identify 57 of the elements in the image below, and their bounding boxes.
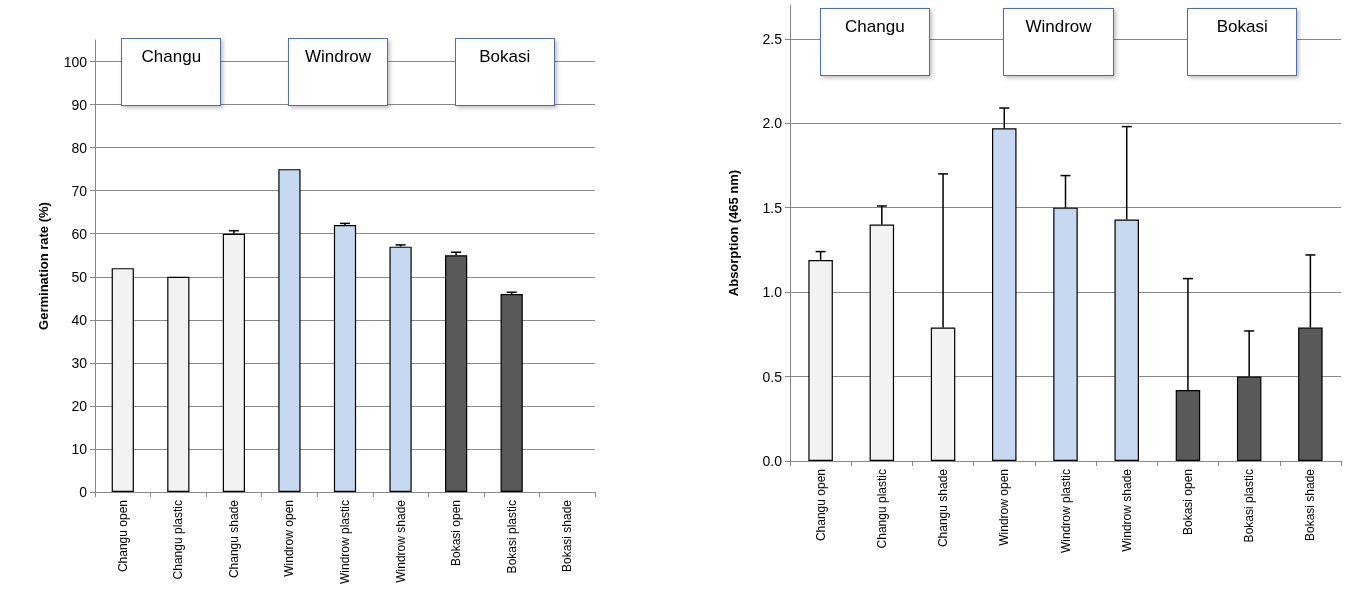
- x-tick-label: Windrow open: [282, 500, 297, 577]
- y-tick-label: 100: [63, 53, 88, 70]
- x-tick-label: Windrow plastic: [338, 500, 352, 585]
- y-axis-title: Absorption (465 nm): [726, 169, 741, 297]
- y-tick-label: 90: [71, 96, 88, 113]
- bar: [500, 293, 523, 492]
- x-tick-label: Windrow open: [997, 469, 1012, 546]
- x-tick-label: Bokasi open: [449, 500, 464, 567]
- bar: [167, 276, 190, 492]
- bar: [445, 255, 468, 492]
- text-box: Bokasi: [1187, 8, 1298, 76]
- y-tick-label: 40: [71, 311, 88, 328]
- annotation: Changu: [845, 17, 905, 36]
- x-tick-label: Windrow shade: [1119, 468, 1134, 552]
- x-tick-label: Changu plastic: [171, 500, 186, 580]
- bar: [222, 233, 245, 492]
- x-tick-label: Changu shade: [226, 499, 241, 579]
- bar: [278, 169, 301, 492]
- y-tick-label: 80: [71, 139, 88, 156]
- x-tick-label: Bokasi plastic: [504, 500, 519, 574]
- x-tick-label: Bokasi shade: [1303, 468, 1318, 542]
- text-box: Windrow: [1003, 8, 1114, 76]
- annotation: Bokasi: [1216, 17, 1268, 36]
- text-box: Bokasi: [454, 38, 555, 106]
- y-tick-label: 0.5: [762, 368, 783, 385]
- y-tick-label: 60: [71, 225, 88, 242]
- y-axis-title: Germination rate (%): [36, 202, 51, 330]
- y-tick-label: 0: [79, 484, 88, 500]
- y-tick-label: 2.0: [762, 115, 783, 132]
- text-box: Windrow: [288, 38, 388, 106]
- bar: [389, 246, 412, 492]
- x-tick-label: Changu shade: [936, 468, 951, 548]
- annotation: Bokasi: [479, 47, 531, 66]
- text-box: Changu: [819, 8, 930, 76]
- x-tick-label: Windrow shade: [393, 499, 408, 583]
- x-tick-label: Changu plastic: [874, 469, 889, 549]
- y-tick-label: 2.5: [762, 30, 783, 47]
- y-tick-label: 0.0: [762, 453, 783, 469]
- annotation: Windrow: [304, 47, 372, 66]
- y-tick-label: 70: [71, 182, 88, 199]
- y-tick-label: 1.5: [762, 199, 783, 216]
- y-tick-label: 10: [71, 440, 88, 457]
- x-tick-label: Changu open: [813, 469, 828, 542]
- bar: [333, 225, 357, 492]
- y-tick-label: 30: [71, 354, 88, 371]
- y-tick-label: 50: [71, 268, 88, 285]
- y-tick-label: 1.0: [762, 284, 783, 301]
- x-tick-label: Changu open: [115, 500, 130, 573]
- bar: [111, 268, 134, 492]
- annotation: Changu: [141, 47, 202, 66]
- x-tick-label: Bokasi shade: [560, 499, 575, 573]
- y-tick-label: 20: [71, 397, 88, 414]
- annotation: Windrow: [1025, 17, 1092, 36]
- text-box: Changu: [121, 38, 222, 106]
- x-tick-label: Bokasi plastic: [1242, 469, 1257, 543]
- x-tick-label: Windrow plastic: [1058, 469, 1073, 554]
- x-tick-label: Bokasi open: [1180, 469, 1195, 536]
